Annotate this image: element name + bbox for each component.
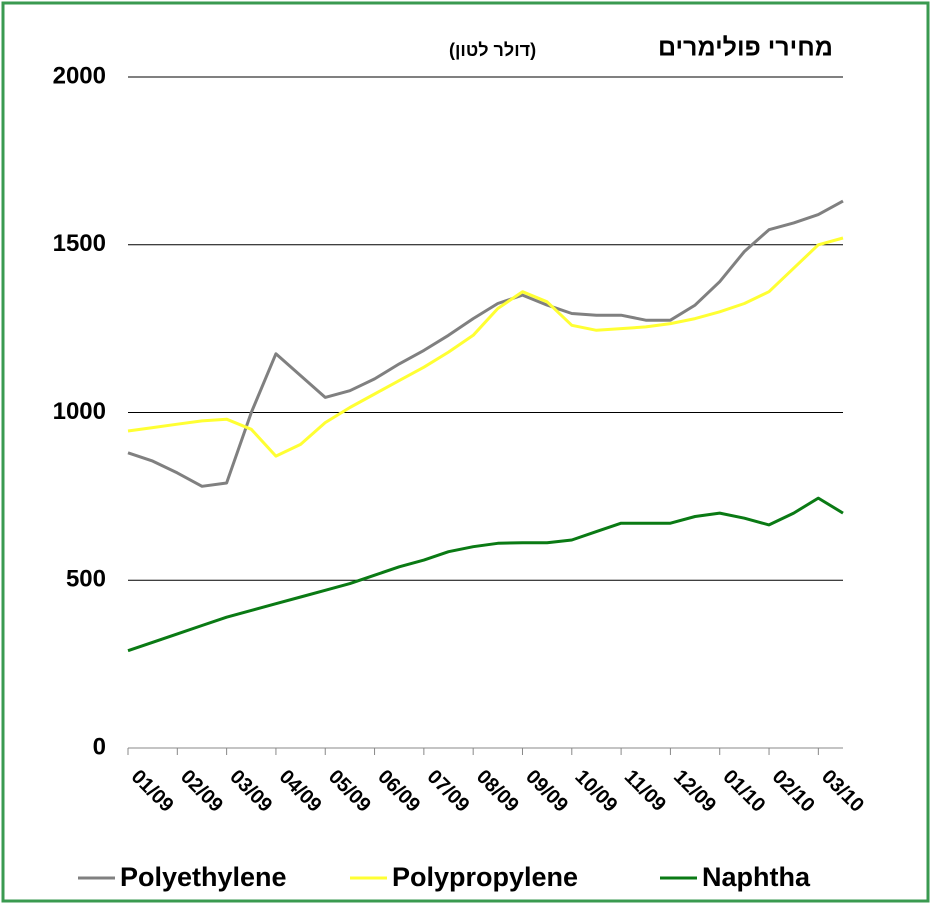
- y-tick-label: 500: [66, 566, 106, 593]
- y-tick-label: 1500: [53, 230, 106, 257]
- series-line: [127, 199, 844, 488]
- y-tick-label: 0: [93, 733, 106, 760]
- legend-label: Polypropylene: [392, 862, 578, 892]
- chart-subtitle: (דולר לטון): [449, 40, 536, 60]
- y-tick-label: 1000: [53, 398, 106, 425]
- series-line: [127, 496, 844, 653]
- legend-label: Polyethylene: [120, 862, 287, 892]
- chart-title: מחירי פולימרים: [658, 34, 833, 62]
- series-line: [127, 236, 844, 458]
- legend-label: Naphtha: [702, 862, 811, 892]
- y-tick-label: 2000: [53, 62, 106, 89]
